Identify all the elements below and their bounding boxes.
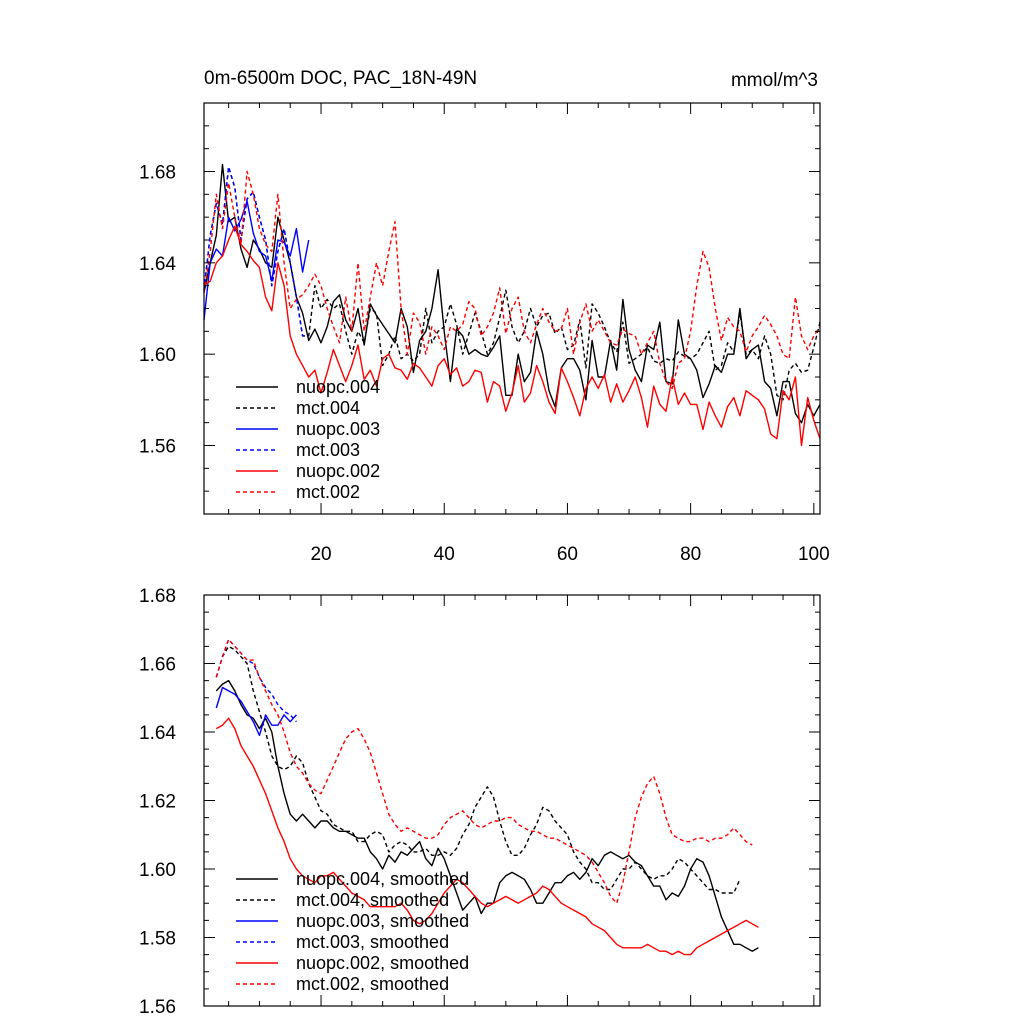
bottom-panel-frame <box>203 594 821 1007</box>
bottom-y-tick-label: 1.56 <box>139 997 176 1018</box>
bottom-series-nuopc-003-smoothed <box>215 686 297 737</box>
bottom-panel: 1.56 1.58 1.60 1.62 1.64 1.66 1.68 nuopc.004, … <box>139 586 821 1018</box>
top-series-mct-003 <box>203 166 309 337</box>
top-x-tick-label: 20 <box>310 544 331 565</box>
top-y-tick-label: 1.56 <box>139 437 176 458</box>
top-series-mct-002 <box>203 170 821 390</box>
top-y-tick-label: 1.68 <box>139 163 176 184</box>
top-panel-frame <box>203 102 821 515</box>
top-panel-title: 0m-6500m DOC, PAC_18N-49N <box>204 68 477 89</box>
bottom-y-tick-label: 1.66 <box>139 655 176 676</box>
bottom-series-nuopc-004-smoothed <box>215 679 759 952</box>
bottom-legend-label-mct-002-smoothed: mct.002, smoothed <box>296 974 449 994</box>
top-series-nuopc-002 <box>203 225 821 447</box>
bottom-y-tick-label: 1.58 <box>139 929 176 950</box>
top-x-tick-label: 40 <box>434 544 455 565</box>
bottom-series-mct-004-smoothed <box>215 645 741 894</box>
top-y-tick-label: 1.60 <box>139 345 176 366</box>
top-legend-label-mct-002: mct.002 <box>296 482 360 502</box>
bottom-series-mct-002-smoothed <box>215 638 753 904</box>
bottom-legend-label-nuopc-004-smoothed: nuopc.004, smoothed <box>296 869 469 889</box>
top-x-tick-label: 100 <box>798 544 830 565</box>
top-y-tick-label: 1.64 <box>139 254 176 275</box>
top-legend-label-nuopc-003: nuopc.003 <box>296 419 380 439</box>
top-legend-label-mct-003: mct.003 <box>296 440 360 460</box>
top-legend-label-mct-004: mct.004 <box>296 398 360 418</box>
top-legend-label-nuopc-004: nuopc.004 <box>296 377 380 397</box>
top-panel: 0m-6500m DOC, PAC_18N-49N mmol/m^3 20 40 6… <box>139 68 830 565</box>
top-panel-units: mmol/m^3 <box>731 70 818 91</box>
top-series-nuopc-003 <box>203 200 310 320</box>
bottom-legend-label-mct-003-smoothed: mct.003, smoothed <box>296 932 449 952</box>
bottom-legend-label-nuopc-003-smoothed: nuopc.003, smoothed <box>296 911 469 931</box>
bottom-y-tick-label: 1.60 <box>139 860 176 881</box>
bottom-y-tick-label: 1.62 <box>139 792 176 813</box>
bottom-series-nuopc-002-smoothed <box>215 717 759 956</box>
top-legend-label-nuopc-002: nuopc.002 <box>296 461 380 481</box>
bottom-legend-label-nuopc-002-smoothed: nuopc.002, smoothed <box>296 953 469 973</box>
top-series-mct-004 <box>203 166 821 401</box>
top-x-tick-label: 80 <box>680 544 701 565</box>
top-x-tick-label: 60 <box>557 544 578 565</box>
bottom-y-tick-label: 1.68 <box>139 586 176 607</box>
bottom-legend-label-mct-004-smoothed: mct.004, smoothed <box>296 890 449 910</box>
bottom-y-tick-label: 1.64 <box>139 723 176 744</box>
